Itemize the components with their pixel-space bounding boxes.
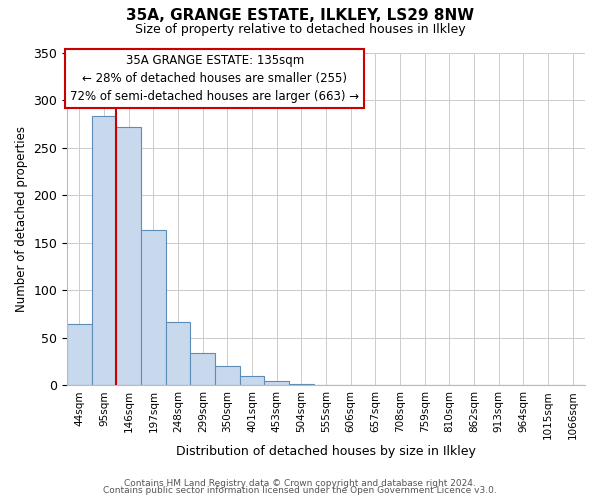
Bar: [116, 126, 141, 386]
Bar: [92, 116, 116, 386]
Bar: [560, 384, 585, 386]
Bar: [265, 380, 289, 386]
Bar: [67, 324, 92, 386]
X-axis label: Distribution of detached houses by size in Ilkley: Distribution of detached houses by size …: [176, 444, 476, 458]
Bar: [190, 353, 215, 386]
Text: Contains HM Land Registry data © Crown copyright and database right 2024.: Contains HM Land Registry data © Crown c…: [124, 478, 476, 488]
Text: Contains public sector information licensed under the Open Government Licence v3: Contains public sector information licen…: [103, 486, 497, 495]
Text: Size of property relative to detached houses in Ilkley: Size of property relative to detached ho…: [134, 22, 466, 36]
Bar: [141, 230, 166, 386]
Y-axis label: Number of detached properties: Number of detached properties: [15, 126, 28, 312]
Bar: [240, 376, 265, 386]
Bar: [166, 322, 190, 386]
Bar: [536, 384, 560, 386]
Text: 35A, GRANGE ESTATE, ILKLEY, LS29 8NW: 35A, GRANGE ESTATE, ILKLEY, LS29 8NW: [126, 8, 474, 22]
Bar: [289, 384, 314, 386]
Text: 35A GRANGE ESTATE: 135sqm
← 28% of detached houses are smaller (255)
72% of semi: 35A GRANGE ESTATE: 135sqm ← 28% of detac…: [70, 54, 359, 103]
Bar: [363, 384, 388, 386]
Bar: [215, 366, 240, 386]
